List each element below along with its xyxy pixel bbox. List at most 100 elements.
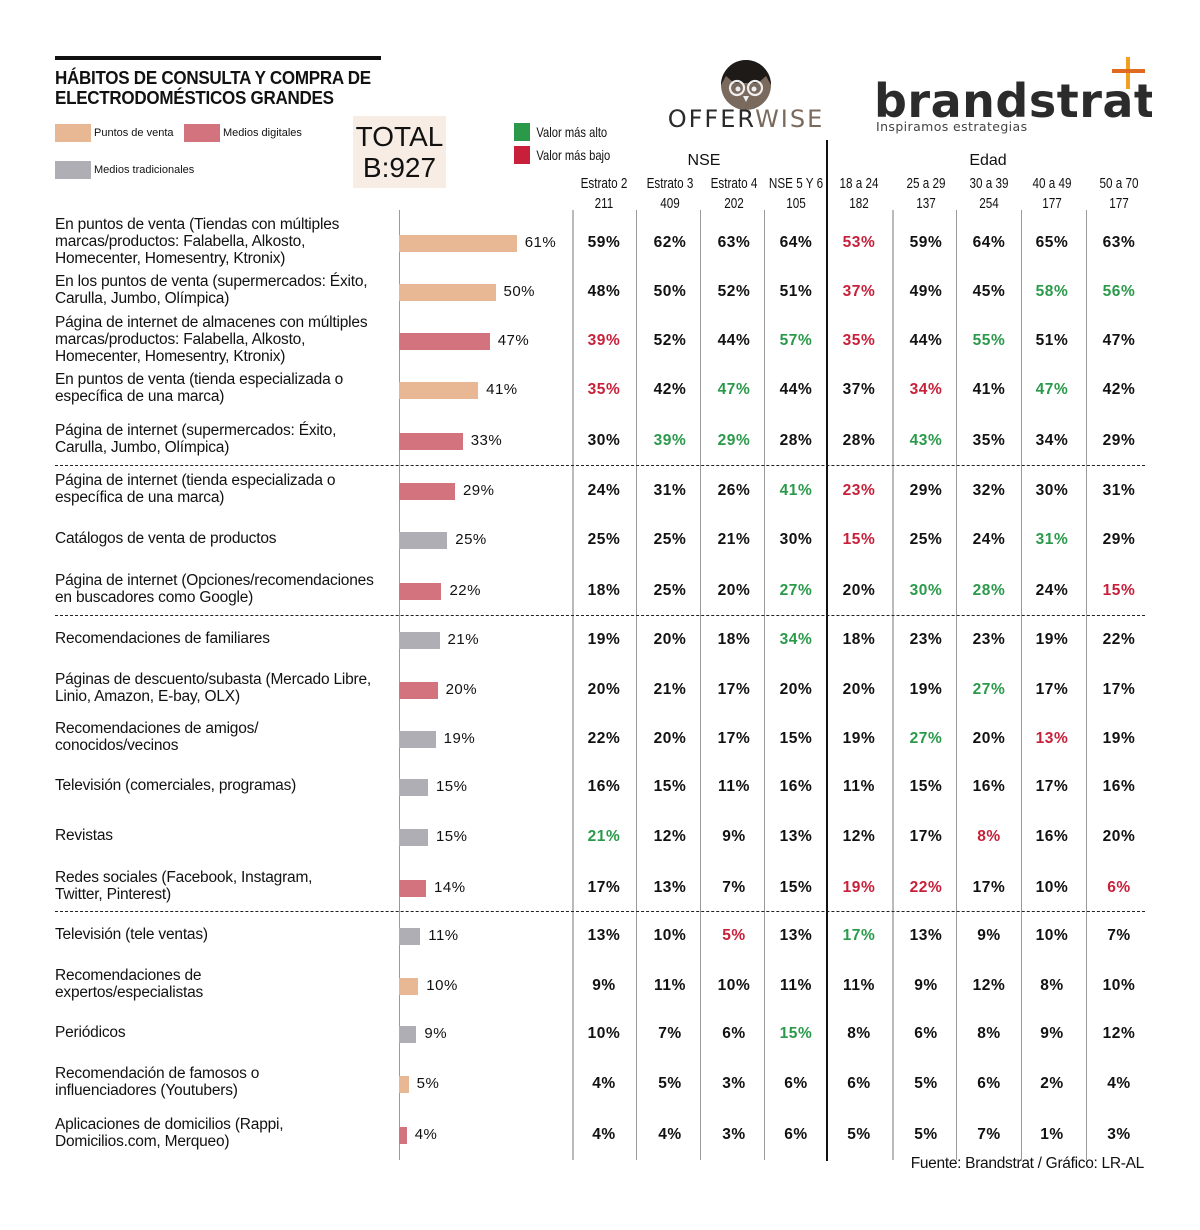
table-cell: 21%: [653, 681, 687, 698]
column-header: Estrato 3 409: [643, 174, 698, 214]
column-base: 177: [1042, 195, 1062, 212]
cell-highest: 58%: [1035, 283, 1069, 300]
cell-lowest: 34%: [909, 381, 943, 398]
key-swatch-low: [514, 146, 530, 164]
table-cell: 13%: [653, 879, 687, 896]
table-cell: 5%: [658, 1075, 682, 1092]
bar-digitales: [399, 433, 463, 450]
cell-lowest: 8%: [977, 828, 1001, 845]
row-label: Página de internet (supermercados: Éxito…: [55, 422, 337, 456]
table-cell: 16%: [1035, 828, 1069, 845]
bar-digitales: [399, 682, 438, 699]
table-cell: 20%: [779, 681, 813, 698]
column-separator: [764, 210, 765, 1160]
cell-highest: 56%: [1102, 283, 1136, 300]
table-cell: 59%: [587, 234, 621, 251]
cell-lowest: 19%: [842, 879, 876, 896]
table-cell: 20%: [653, 730, 687, 747]
cell-highest: 41%: [779, 482, 813, 499]
cell-lowest: 5%: [722, 927, 746, 944]
row-label: Recomendaciones de expertos/especialista…: [55, 967, 204, 1001]
bar-puntos: [399, 235, 517, 252]
bar-digitales: [399, 483, 455, 500]
table-cell: 11%: [718, 778, 750, 795]
bar-value-label: 10%: [426, 977, 458, 994]
row-label: Página de internet de almacenes con múlt…: [55, 313, 368, 365]
bar-digitales: [399, 880, 427, 897]
table-cell: 23%: [972, 631, 1006, 648]
bar-puntos: [399, 1076, 409, 1093]
table-cell: 6%: [977, 1075, 1001, 1092]
table-cell: 10%: [1102, 977, 1136, 994]
legend-swatch: [55, 124, 91, 142]
table-cell: 2%: [1040, 1075, 1064, 1092]
table-cell: 62%: [653, 234, 687, 251]
table-cell: 17%: [1102, 681, 1136, 698]
bar-value-label: 15%: [435, 828, 468, 845]
table-cell: 45%: [972, 283, 1006, 300]
table-cell: 37%: [842, 381, 876, 398]
bar-tradicionales: [399, 532, 448, 549]
table-cell: 1%: [1040, 1126, 1064, 1143]
column-name: 18 a 24: [839, 175, 879, 192]
table-cell: 9%: [722, 828, 746, 845]
cell-lowest: 6%: [1107, 879, 1131, 896]
table-cell: 6%: [784, 1075, 808, 1092]
table-cell: 22%: [1102, 631, 1136, 648]
table-cell: 7%: [658, 1025, 682, 1042]
table-cell: 44%: [909, 332, 943, 349]
column-base: 202: [724, 195, 744, 212]
bar-value-label: 11%: [428, 927, 459, 944]
legend-label: Medios digitales: [223, 127, 302, 139]
table-cell: 4%: [592, 1075, 616, 1092]
cell-highest: 27%: [779, 582, 813, 599]
column-name: Estrato 3: [646, 175, 694, 192]
column-separator: [1086, 210, 1087, 1160]
column-base: 105: [786, 195, 806, 212]
cell-lowest: 35%: [842, 332, 876, 349]
legend-swatch: [55, 161, 91, 179]
bar-tradicionales: [399, 928, 421, 945]
total-base: B:927: [362, 152, 437, 183]
cell-highest: 30%: [909, 582, 943, 599]
table-cell: 17%: [972, 879, 1006, 896]
table-cell: 5%: [914, 1126, 938, 1143]
table-cell: 29%: [1102, 432, 1136, 449]
table-cell: 5%: [914, 1075, 938, 1092]
table-cell: 49%: [909, 283, 943, 300]
cell-lowest: 35%: [587, 381, 621, 398]
cell-highest: 21%: [587, 828, 621, 845]
group-dashed-divider: [55, 911, 1145, 912]
group-header-nse: NSE: [687, 152, 721, 169]
column-name: Estrato 2: [580, 175, 628, 192]
table-cell: 32%: [972, 482, 1006, 499]
table-cell: 50%: [653, 283, 687, 300]
brandstrat-logo: brandstrat Inspiramos estrategias: [874, 57, 1152, 134]
bar-value-label: 29%: [462, 482, 495, 499]
cell-highest: 28%: [972, 582, 1006, 599]
table-cell: 44%: [717, 332, 751, 349]
table-cell: 12%: [972, 977, 1006, 994]
legend-digitales: Medios digitales: [184, 124, 302, 142]
legend-label: Medios tradicionales: [94, 164, 195, 176]
table-cell: 17%: [909, 828, 943, 845]
table-cell: 16%: [1102, 778, 1136, 795]
cell-highest: 43%: [909, 432, 943, 449]
row-label: Recomendaciones de familiares: [55, 629, 270, 647]
cell-lowest: 37%: [842, 283, 876, 300]
table-cell: 24%: [587, 482, 621, 499]
group-dashed-divider: [55, 615, 1145, 616]
column-header: 30 a 39 254: [962, 174, 1017, 214]
row-label: Aplicaciones de domicilios (Rappi, Domic…: [55, 1116, 284, 1150]
bar-digitales: [399, 583, 442, 600]
table-cell: 65%: [1035, 234, 1069, 251]
row-label: En los puntos de venta (supermercados: É…: [55, 273, 368, 307]
total-label: TOTAL: [355, 121, 444, 152]
cell-highest: 17%: [842, 927, 876, 944]
bar-digitales: [399, 333, 490, 350]
table-cell: 16%: [972, 778, 1006, 795]
table-cell: 64%: [972, 234, 1006, 251]
column-header: 18 a 24 182: [832, 174, 887, 214]
table-cell: 20%: [587, 681, 621, 698]
table-cell: 42%: [653, 381, 687, 398]
